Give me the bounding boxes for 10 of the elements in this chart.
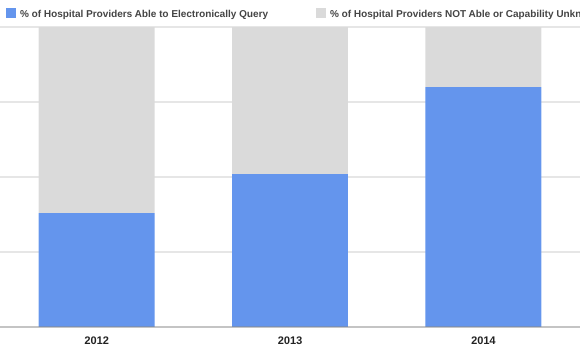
bar — [38, 27, 155, 213]
bar — [232, 174, 348, 327]
x-tick-label: 2013 — [278, 335, 302, 347]
x-tick-label: 2012 — [84, 335, 109, 347]
bar — [425, 27, 542, 87]
x-tick-label: 2014 — [471, 335, 496, 347]
bar — [425, 87, 542, 327]
bar — [232, 27, 348, 174]
bar — [38, 213, 155, 327]
legend-label: % of Hospital Providers Able to Electronically Query — [20, 9, 268, 20]
